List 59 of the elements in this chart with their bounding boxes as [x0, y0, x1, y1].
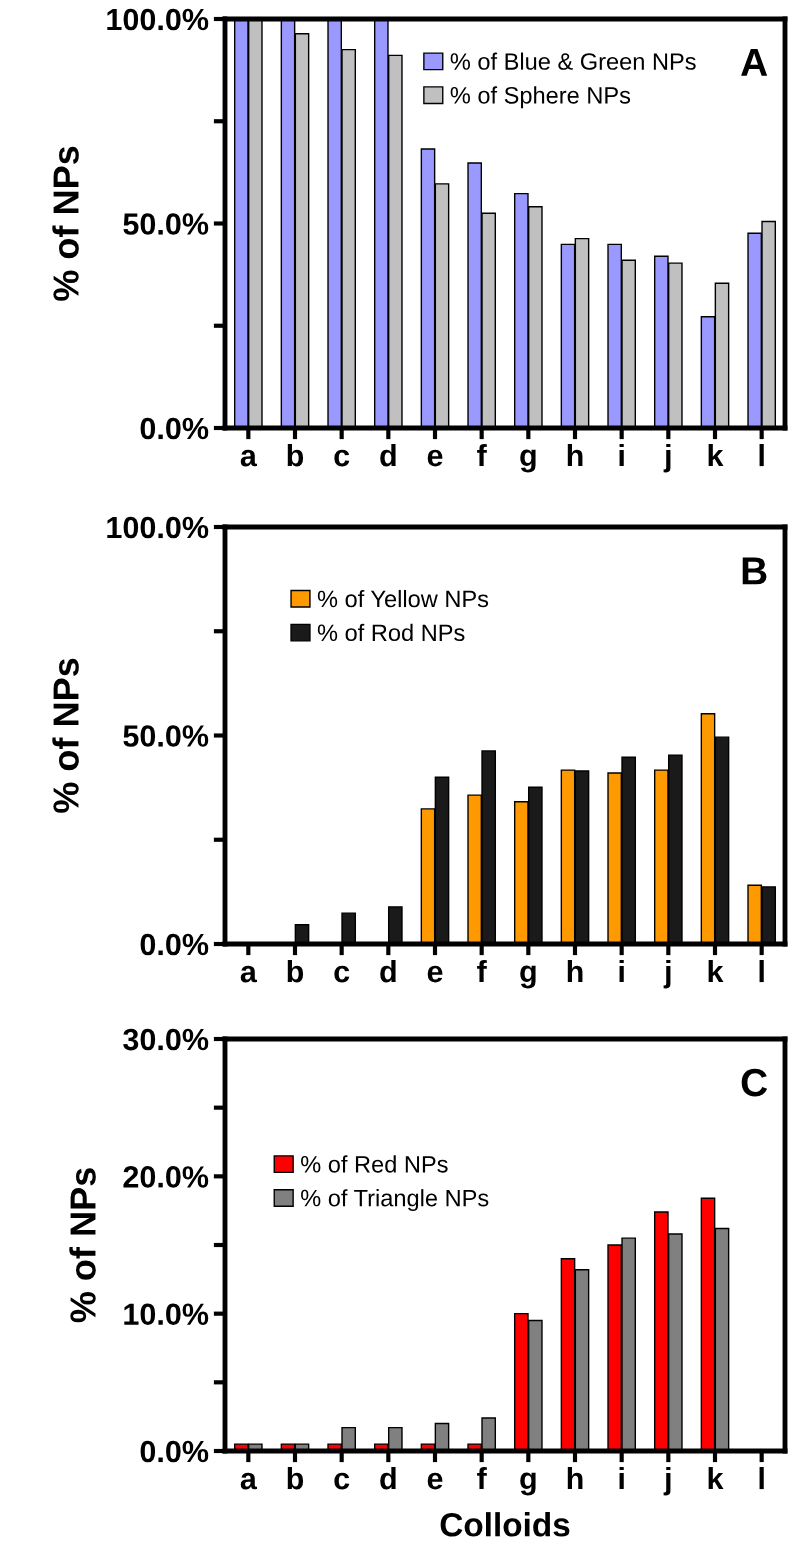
annotation: A — [741, 49, 768, 76]
x-tick-label: e — [427, 965, 443, 983]
x-tick-label: j — [663, 1466, 671, 1496]
x-axis-title: Colloids — [440, 1512, 570, 1537]
legend-label: % of Triangle NPs — [301, 1189, 489, 1212]
x-tick-label: l — [759, 443, 764, 467]
x-tick-label: a — [240, 1472, 258, 1490]
x-tick-label: i — [619, 1466, 624, 1490]
legend-label: % of Rod NPs — [317, 623, 465, 642]
legend-label: % of Sphere NPs — [450, 86, 631, 109]
annotation: C — [741, 1068, 768, 1097]
x-tick-label: b — [287, 443, 304, 467]
x-tick-label: b — [287, 959, 304, 983]
x-tick-label: j — [663, 443, 671, 473]
x-tick-label: f — [477, 443, 487, 467]
y-tick-label: 10.0% — [124, 1303, 209, 1326]
y-tick-label: 0.0% — [140, 417, 209, 440]
x-tick-label: h — [567, 443, 583, 467]
x-tick-label: g — [520, 965, 536, 989]
x-tick-label: a — [240, 965, 258, 983]
legend-label: % of Red NPs — [301, 1155, 448, 1173]
x-tick-label: j — [663, 959, 671, 989]
y-axis-title: % of NPs — [69, 1168, 96, 1323]
legend-label: % of Yellow NPs — [317, 589, 489, 608]
x-tick-label: l — [759, 959, 764, 983]
y-axis-title: % of NPs — [52, 658, 79, 813]
x-tick-label: h — [567, 1466, 583, 1490]
x-tick-label: c — [334, 965, 350, 983]
y-tick-label: 0.0% — [140, 1440, 209, 1463]
x-tick-label: h — [567, 959, 583, 983]
x-tick-label: c — [334, 449, 350, 467]
x-tick-label: f — [477, 1466, 487, 1490]
y-tick-label: 20.0% — [123, 1166, 209, 1188]
x-tick-label: i — [619, 443, 624, 467]
x-tick-label: k — [708, 959, 724, 983]
x-tick-label: i — [619, 959, 624, 983]
x-tick-label: g — [520, 449, 536, 473]
legend-label: % of Blue & Green NPs — [450, 52, 696, 70]
y-axis-title: % of NPs — [52, 146, 79, 301]
x-tick-label: e — [427, 1472, 443, 1490]
x-tick-label: k — [708, 443, 724, 467]
x-tick-label: d — [380, 443, 396, 467]
x-tick-label: b — [287, 1466, 304, 1490]
y-tick-label: 30.0% — [123, 1028, 209, 1051]
x-tick-label: a — [240, 449, 258, 467]
y-tick-label: 100.0% — [107, 8, 209, 31]
annotation: B — [742, 557, 767, 585]
x-tick-label: l — [759, 1466, 764, 1490]
x-tick-label: g — [520, 1472, 536, 1496]
x-tick-label: e — [427, 449, 443, 467]
x-tick-label: d — [380, 1466, 396, 1490]
y-tick-label: 0.0% — [140, 933, 209, 956]
x-tick-label: d — [380, 959, 396, 983]
y-tick-label: 50.0% — [123, 725, 209, 747]
y-tick-label: 50.0% — [123, 213, 209, 235]
y-tick-label: 100.0% — [107, 516, 209, 539]
x-tick-label: c — [334, 1472, 350, 1490]
x-tick-label: k — [708, 1466, 724, 1490]
x-tick-label: f — [477, 959, 487, 983]
